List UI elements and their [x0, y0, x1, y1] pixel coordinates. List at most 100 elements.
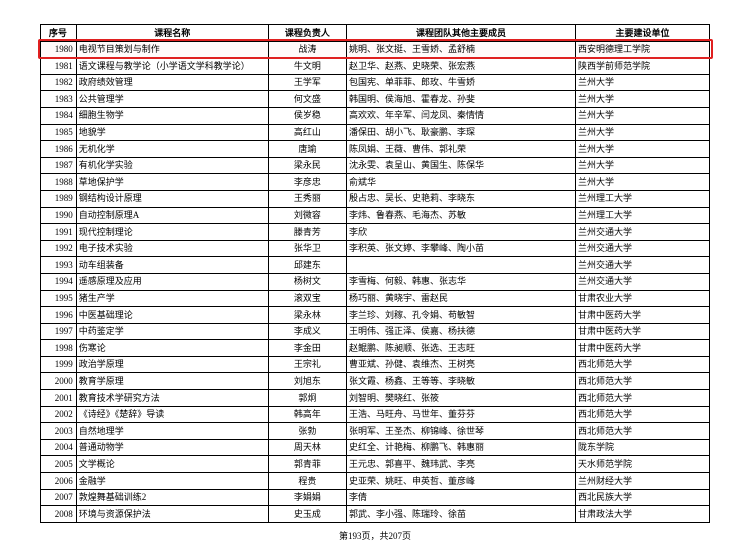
cell-org: 兰州交通大学	[575, 257, 709, 274]
cell-org: 兰州大学	[575, 124, 709, 141]
table-row: 1981语文课程与教学论（小学语文学科教学论）牛文明赵卫华、赵燕、史晓荣、张宏燕…	[41, 58, 710, 75]
cell-members: 李雪梅、何毅、韩惠、张志华	[347, 273, 576, 290]
cell-course: 文学概论	[76, 456, 268, 473]
table-row: 1988草地保护学李彦忠俞斌华兰州大学	[41, 174, 710, 191]
table-row: 1991现代控制理论滕青芳李欣兰州交通大学	[41, 224, 710, 241]
cell-leader: 张勃	[268, 423, 346, 440]
cell-org: 兰州交通大学	[575, 240, 709, 257]
cell-course: 草地保护学	[76, 174, 268, 191]
cell-org: 陕西学前师范学院	[575, 58, 709, 75]
cell-course: 中医基础理论	[76, 307, 268, 324]
cell-seq: 2006	[41, 473, 77, 490]
cell-members: 张文霞、杨鑫、王等等、李晓敏	[347, 373, 576, 390]
table-header-row: 序号 课程名称 课程负责人 课程团队其他主要成员 主要建设单位	[41, 25, 710, 42]
cell-members: 包国宪、单菲菲、郎玫、牛雪娇	[347, 74, 576, 91]
cell-org: 天水师范学院	[575, 456, 709, 473]
cell-seq: 2002	[41, 406, 77, 423]
cell-leader: 何文盛	[268, 91, 346, 108]
cell-seq: 2005	[41, 456, 77, 473]
cell-org: 西北师范大学	[575, 423, 709, 440]
cell-members: 曹亚斌、孙健、袁维杰、王树亮	[347, 356, 576, 373]
table-row: 1983公共管理学何文盛韩国明、侯海旭、霍春龙、孙斐兰州大学	[41, 91, 710, 108]
cell-members: 郭武、李小强、陈瑞玲、徐苗	[347, 506, 576, 523]
cell-org: 西北民族大学	[575, 489, 709, 506]
cell-seq: 2001	[41, 390, 77, 407]
cell-seq: 2000	[41, 373, 77, 390]
table-row: 1986无机化学唐瑜陈凤娟、王薇、曹伟、郭礼荣兰州大学	[41, 141, 710, 158]
table-row: 1999政治学原理王宗礼曹亚斌、孙健、袁维杰、王树亮西北师范大学	[41, 356, 710, 373]
cell-leader: 刘旭东	[268, 373, 346, 390]
cell-members: 王元忠、郭喜平、魏玮武、李亮	[347, 456, 576, 473]
cell-leader: 郭炯	[268, 390, 346, 407]
cell-members: 高欢欢、年辛军、闫龙凤、秦情情	[347, 107, 576, 124]
cell-org: 兰州大学	[575, 107, 709, 124]
cell-members: 赵卫华、赵燕、史晓荣、张宏燕	[347, 58, 576, 75]
table-row: 1990自动控制原理A刘微容李炜、鲁春燕、毛海杰、苏敏兰州理工大学	[41, 207, 710, 224]
cell-members: 殷占忠、吴长、史艳莉、李晓东	[347, 190, 576, 207]
table-row: 2001教育技术学研究方法郭炯刘智明、樊晓红、张筱西北师范大学	[41, 390, 710, 407]
cell-course: 教育学原理	[76, 373, 268, 390]
cell-leader: 程贵	[268, 473, 346, 490]
table-row: 1984细胞生物学侯岁稳高欢欢、年辛军、闫龙凤、秦情情兰州大学	[41, 107, 710, 124]
cell-members: 史亚荣、姚旺、申英哲、董彦峰	[347, 473, 576, 490]
cell-course: 公共管理学	[76, 91, 268, 108]
cell-members: 李倩	[347, 489, 576, 506]
cell-course: 遥感原理及应用	[76, 273, 268, 290]
cell-leader: 周天林	[268, 439, 346, 456]
cell-leader: 李成义	[268, 323, 346, 340]
cell-org: 西北师范大学	[575, 390, 709, 407]
cell-seq: 1997	[41, 323, 77, 340]
cell-leader: 梁永林	[268, 307, 346, 324]
cell-members: 俞斌华	[347, 174, 576, 191]
cell-course: 环境与资源保护法	[76, 506, 268, 523]
table-row: 1998伤寒论李金田赵鲲鹏、陈昶顺、张选、王志旺甘肃中医药大学	[41, 340, 710, 357]
cell-leader: 王宗礼	[268, 356, 346, 373]
cell-leader: 侯岁稳	[268, 107, 346, 124]
cell-leader: 刘微容	[268, 207, 346, 224]
table-row: 1996中医基础理论梁永林李兰珍、刘稼、孔令娟、苟敏智甘肃中医药大学	[41, 307, 710, 324]
table-row: 2003自然地理学张勃张明军、王圣杰、柳锦峰、徐世琴西北师范大学	[41, 423, 710, 440]
cell-course: 自动控制原理A	[76, 207, 268, 224]
cell-seq: 1994	[41, 273, 77, 290]
cell-seq: 1985	[41, 124, 77, 141]
table-row: 1993动车组装备邱建东兰州交通大学	[41, 257, 710, 274]
header-members: 课程团队其他主要成员	[347, 25, 576, 42]
cell-seq: 1988	[41, 174, 77, 191]
cell-org: 甘肃中医药大学	[575, 340, 709, 357]
cell-org: 兰州交通大学	[575, 273, 709, 290]
cell-seq: 1999	[41, 356, 77, 373]
cell-leader: 王学军	[268, 74, 346, 91]
cell-seq: 1980	[41, 41, 77, 58]
header-course: 课程名称	[76, 25, 268, 42]
table-row: 1980电视节目策划与制作战涛姚明、张文挺、王雪娇、孟舒楠西安明德理工学院	[41, 41, 710, 58]
cell-org: 甘肃农业大学	[575, 290, 709, 307]
cell-org: 西北师范大学	[575, 406, 709, 423]
cell-leader: 梁永民	[268, 157, 346, 174]
table-row: 2005文学概论郭青菲王元忠、郭喜平、魏玮武、李亮天水师范学院	[41, 456, 710, 473]
cell-org: 兰州财经大学	[575, 473, 709, 490]
table-row: 1982政府绩效管理王学军包国宪、单菲菲、郎玫、牛雪娇兰州大学	[41, 74, 710, 91]
cell-members: 赵鲲鹏、陈昶顺、张选、王志旺	[347, 340, 576, 357]
cell-course: 猪生产学	[76, 290, 268, 307]
table-row: 1997中药鉴定学李成义王明伟、强正泽、侯嘉、杨扶德甘肃中医药大学	[41, 323, 710, 340]
cell-members: 李欣	[347, 224, 576, 241]
cell-seq: 2007	[41, 489, 77, 506]
cell-org: 兰州理工大学	[575, 207, 709, 224]
cell-course: 钢结构设计原理	[76, 190, 268, 207]
table-row: 2007敦煌舞基础训练2李娟娟李倩西北民族大学	[41, 489, 710, 506]
cell-org: 甘肃政法大学	[575, 506, 709, 523]
cell-members: 李炜、鲁春燕、毛海杰、苏敏	[347, 207, 576, 224]
cell-seq: 1989	[41, 190, 77, 207]
cell-course: 电子技术实验	[76, 240, 268, 257]
cell-members: 姚明、张文挺、王雪娇、孟舒楠	[347, 41, 576, 58]
cell-seq: 1984	[41, 107, 77, 124]
cell-members: 张明军、王圣杰、柳锦峰、徐世琴	[347, 423, 576, 440]
cell-course: 电视节目策划与制作	[76, 41, 268, 58]
header-leader: 课程负责人	[268, 25, 346, 42]
cell-org: 陇东学院	[575, 439, 709, 456]
table-row: 1987有机化学实验梁永民沈永雯、袁呈山、黄国生、陈保华兰州大学	[41, 157, 710, 174]
cell-seq: 1982	[41, 74, 77, 91]
cell-seq: 1987	[41, 157, 77, 174]
cell-members: 王明伟、强正泽、侯嘉、杨扶德	[347, 323, 576, 340]
cell-leader: 张华卫	[268, 240, 346, 257]
